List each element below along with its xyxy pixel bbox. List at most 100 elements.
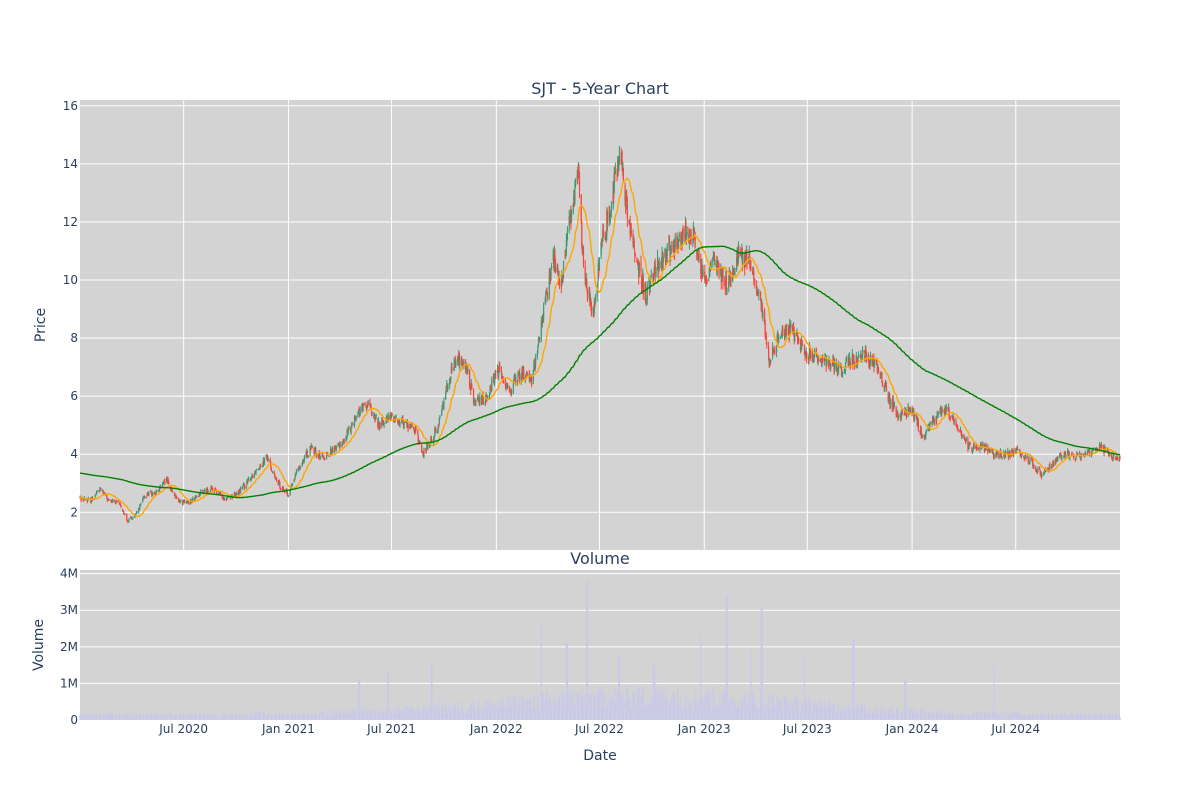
volume-bar [984, 713, 986, 720]
candle-body [295, 470, 298, 474]
volume-y-tick-labels: 0 1M 2M 3M 4M [60, 567, 78, 727]
candle-body [350, 430, 352, 432]
candle-body [742, 254, 744, 264]
candle-body [682, 228, 684, 234]
candle-body [167, 479, 169, 482]
candle-body [333, 451, 336, 453]
candle-body [359, 409, 361, 415]
volume-bar [339, 712, 341, 720]
volume-bar [787, 702, 790, 720]
volume-bar [302, 715, 304, 720]
volume-bar [1028, 713, 1030, 720]
candle-body [466, 367, 468, 372]
candle-body [498, 371, 500, 377]
candle-body [991, 449, 993, 451]
candle-body [853, 359, 855, 365]
candle-body [1110, 455, 1113, 457]
candle-body [841, 374, 843, 376]
candle-body [96, 491, 98, 493]
candle-body [656, 268, 658, 275]
volume-bar [161, 712, 164, 720]
volume-bar [730, 697, 732, 720]
volume-bar [814, 702, 816, 720]
volume-bar [220, 716, 222, 720]
volume-bar [1080, 712, 1082, 720]
candle-body [721, 270, 723, 279]
candle-body [888, 392, 890, 398]
volume-bar [602, 693, 604, 720]
volume-bar [598, 693, 601, 720]
candle-body [267, 459, 270, 461]
candle-body [107, 499, 110, 501]
candle-body [908, 407, 910, 414]
candle-body [577, 175, 579, 179]
candle-body [721, 267, 724, 269]
candle-body [812, 360, 815, 362]
candle-body [760, 298, 762, 309]
candle-body [626, 203, 628, 219]
volume-bar [354, 710, 356, 720]
candle-body [924, 437, 926, 439]
candle-body [161, 483, 164, 487]
candle-body [1078, 453, 1081, 455]
volume-bar [1001, 717, 1003, 720]
candle-body [547, 293, 549, 300]
volume-bar [1031, 715, 1033, 720]
volume-bar [263, 711, 265, 720]
candle-body [693, 230, 696, 233]
volume-bar [196, 714, 198, 720]
volume-bar [682, 710, 684, 720]
candle-body [633, 241, 635, 250]
volume-bar [778, 697, 780, 720]
candle-body [86, 499, 88, 501]
candle-body [349, 427, 351, 430]
candle-body [601, 240, 603, 242]
candle-body [805, 353, 807, 356]
candle-body [462, 363, 464, 365]
volume-bar [658, 693, 660, 720]
volume-bar [686, 708, 688, 720]
candle-body [192, 497, 194, 502]
candle-body [95, 492, 98, 495]
volume-bar [761, 606, 763, 720]
candle-body [118, 502, 120, 505]
candle-body [790, 323, 792, 328]
candle-body [920, 428, 922, 437]
candle-body [632, 234, 634, 244]
volume-bar [212, 713, 214, 720]
volume-bar [766, 704, 768, 720]
candle-body [554, 265, 557, 273]
candle-body [347, 427, 349, 433]
volume-bar [961, 711, 963, 720]
price-y-tick-labels: 2 4 6 8 10 12 14 16 [63, 99, 78, 519]
candle-body [257, 468, 259, 470]
candle-body [467, 369, 469, 371]
candle-body [983, 443, 985, 447]
candle-body [590, 307, 593, 314]
candle-body [453, 369, 455, 371]
volume-bar [363, 713, 365, 720]
candle-body [1059, 454, 1061, 459]
candle-body [1029, 456, 1031, 463]
candle-body [505, 385, 507, 387]
candle-body [558, 273, 560, 277]
volume-bar [572, 691, 574, 720]
candle-body [157, 489, 160, 491]
volume-bar [355, 716, 357, 720]
candle-body [888, 398, 890, 401]
volume-bar [606, 705, 609, 720]
volume-bar [802, 706, 804, 720]
candle-body [732, 269, 734, 282]
candle-body [801, 341, 803, 345]
volume-bar [997, 714, 999, 720]
candle-body [546, 290, 548, 292]
candle-body [421, 445, 423, 452]
volume-bar [981, 713, 983, 720]
volume-bar [140, 716, 142, 720]
candle-body [500, 371, 503, 376]
candle-body [909, 408, 912, 413]
candle-body [365, 404, 367, 406]
volume-bar [1009, 713, 1011, 720]
candle-body [797, 340, 799, 342]
candle-body [155, 491, 157, 493]
